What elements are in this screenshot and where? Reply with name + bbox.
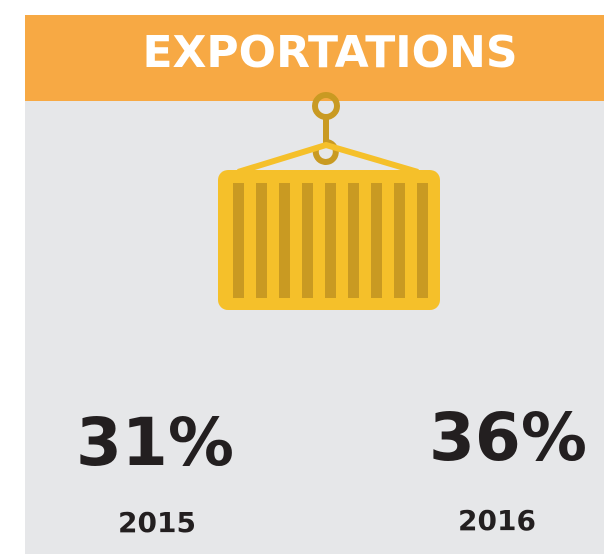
container-icon xyxy=(218,92,440,310)
stat-year: 2015 xyxy=(118,506,196,539)
header-title: EXPORTATIONS xyxy=(142,27,517,78)
stat-value: 36% xyxy=(429,399,587,476)
header-band xyxy=(25,15,604,101)
stat-value: 31% xyxy=(76,404,234,481)
stat-year: 2016 xyxy=(458,504,536,537)
